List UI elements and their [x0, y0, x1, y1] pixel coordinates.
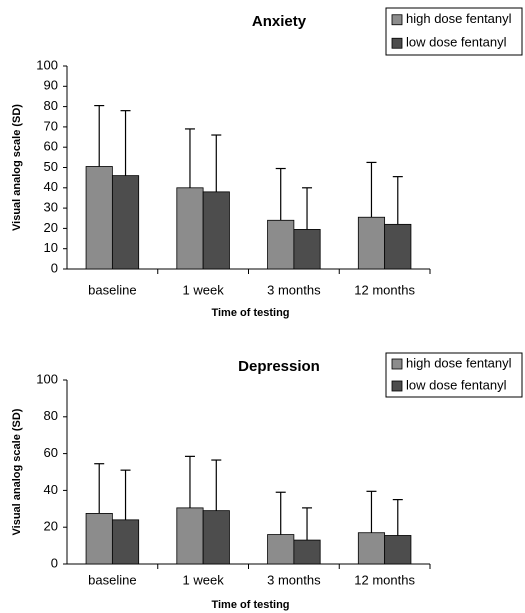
y-tick-label: 0	[51, 260, 58, 275]
legend-label: high dose fentanyl	[406, 355, 512, 370]
legend-swatch	[391, 14, 403, 26]
y-axis-label: Visual analog scale (SD)	[11, 104, 23, 231]
bar	[85, 166, 113, 270]
x-tick-label: 3 months	[267, 572, 321, 587]
y-tick-label: 20	[44, 519, 58, 534]
legend: high dose fentanyl low dose fentanyl	[385, 352, 523, 398]
bar	[384, 535, 412, 565]
y-tick-label: 50	[44, 159, 58, 174]
bar	[176, 507, 204, 565]
legend-swatch	[391, 358, 403, 370]
y-tick-label: 70	[44, 118, 58, 133]
bar	[384, 223, 412, 270]
legend-label: low dose fentanyl	[406, 35, 507, 50]
error-bar	[302, 187, 313, 230]
y-tick-label: 100	[36, 57, 58, 72]
error-bar	[120, 469, 131, 520]
error-bar	[94, 463, 105, 514]
y-tick-label: 80	[44, 408, 58, 423]
error-bar	[211, 459, 222, 511]
bar	[267, 219, 295, 270]
x-tick-label: baseline	[88, 282, 136, 297]
error-bar	[94, 104, 105, 167]
error-bar	[366, 490, 377, 533]
error-bar	[366, 161, 377, 218]
error-bar	[275, 167, 286, 221]
x-tick-label: 3 months	[267, 282, 321, 297]
error-bar	[211, 134, 222, 192]
y-tick-label: 60	[44, 445, 58, 460]
x-tick-label: 12 months	[354, 282, 415, 297]
error-bar	[184, 128, 195, 188]
error-bar	[302, 507, 313, 541]
bar	[357, 532, 386, 565]
y-axis-label: Visual analog scale (SD)	[11, 408, 23, 535]
y-tick-label: 60	[44, 139, 58, 154]
bar	[202, 510, 230, 565]
legend-box	[385, 352, 523, 398]
bar	[85, 513, 113, 565]
x-tick-label: baseline	[88, 572, 136, 587]
chart-title: Anxiety	[252, 13, 307, 30]
bar	[293, 539, 321, 565]
bar	[176, 187, 204, 270]
error-bar	[184, 455, 195, 508]
chart-title: Depression	[238, 358, 320, 375]
bar	[267, 534, 295, 565]
x-tick-label: 12 months	[354, 572, 415, 587]
error-bar	[392, 176, 403, 225]
bar	[202, 191, 230, 270]
y-tick-label: 40	[44, 482, 58, 497]
x-tick-label: 1 week	[183, 572, 225, 587]
x-tick-label: 1 week	[183, 282, 225, 297]
y-tick-label: 10	[44, 240, 58, 255]
chart: Anxiety Time of testing Visual analog scal…	[11, 7, 523, 319]
y-tick-label: 40	[44, 179, 58, 194]
y-tick-label: 30	[44, 200, 58, 215]
legend: high dose fentanyl low dose fentanyl	[385, 7, 523, 56]
error-bar	[392, 499, 403, 536]
x-axis-label: Time of testing	[211, 599, 289, 611]
legend-label: high dose fentanyl	[406, 11, 512, 26]
error-bar	[120, 110, 131, 176]
chart: Depression Time of testing Visual analog s…	[11, 352, 523, 611]
legend-swatch	[391, 37, 403, 49]
legend-swatch	[391, 380, 403, 392]
y-tick-label: 0	[51, 555, 58, 570]
legend-label: low dose fentanyl	[406, 377, 507, 392]
y-tick-label: 20	[44, 220, 58, 235]
legend-box	[385, 7, 523, 56]
bar	[357, 216, 386, 270]
bar	[293, 229, 321, 270]
bar	[111, 175, 140, 270]
y-tick-label: 90	[44, 78, 58, 93]
x-axis-label: Time of testing	[211, 307, 289, 319]
error-bar	[275, 491, 286, 535]
y-tick-label: 80	[44, 98, 58, 113]
y-tick-label: 100	[36, 371, 58, 386]
bar	[111, 519, 140, 565]
